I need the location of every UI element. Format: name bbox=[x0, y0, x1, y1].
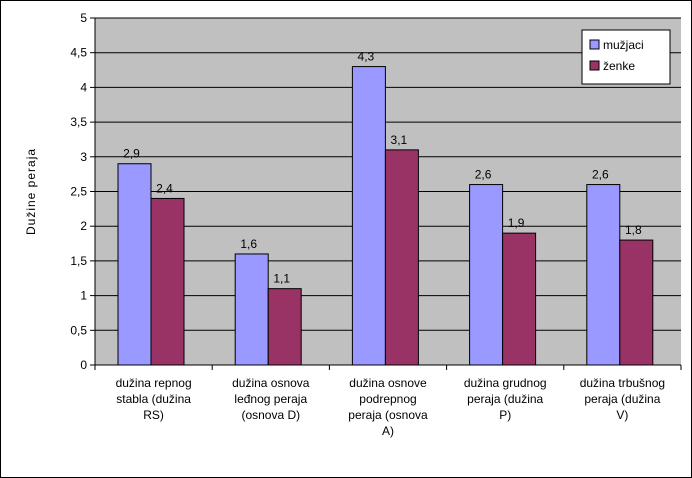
x-category-label: dužina osnove podrepnog peraja (osnova A) bbox=[348, 376, 428, 438]
x-category-label-line: dužina trbušnog bbox=[580, 376, 665, 390]
x-category-label: dužina trbušnog peraja (dužina V) bbox=[580, 376, 665, 422]
x-category-label-line: peraja (osnova bbox=[348, 408, 428, 422]
bar-male bbox=[469, 184, 504, 366]
y-tick-label: 2 bbox=[80, 219, 87, 233]
y-tick-label: 1 bbox=[80, 289, 87, 303]
x-category-label-line: A) bbox=[382, 424, 394, 438]
bar-female bbox=[502, 232, 537, 366]
bar-male bbox=[234, 253, 269, 366]
data-label: 3,1 bbox=[391, 133, 408, 147]
data-label: 1,8 bbox=[625, 223, 642, 237]
x-category-label-line: P) bbox=[499, 408, 511, 422]
x-category-label-line: dužina osnova bbox=[232, 376, 310, 390]
y-tick-label: 3,5 bbox=[70, 115, 87, 129]
bar-female bbox=[619, 239, 654, 366]
y-tick-label: 2,5 bbox=[70, 185, 87, 199]
legend-label: ženke bbox=[603, 59, 635, 73]
bar-female bbox=[150, 197, 185, 366]
y-tick-label: 0,5 bbox=[70, 323, 87, 337]
x-category-label-line: peraja (dužina bbox=[584, 392, 660, 406]
x-category-label: dužina repnog stabla (dužina RS) bbox=[116, 376, 192, 422]
x-category-label-line: peraja (dužina bbox=[467, 392, 543, 406]
bar-female bbox=[267, 288, 302, 366]
x-category-label-line: stabla (dužina bbox=[116, 392, 191, 406]
legend: mužjaci ženke bbox=[581, 29, 671, 85]
data-label: 2,6 bbox=[592, 168, 609, 182]
legend-label: mužjaci bbox=[603, 38, 644, 52]
legend-swatch bbox=[589, 60, 600, 71]
bar-male bbox=[351, 66, 386, 366]
bar-male bbox=[117, 163, 152, 366]
x-category-label-line: dužina grudnog bbox=[464, 376, 547, 390]
x-category-label: dužina grudnog peraja (dužina P) bbox=[464, 376, 547, 422]
y-tick-label: 4,5 bbox=[70, 46, 87, 60]
y-tick-label: 5 bbox=[80, 11, 87, 25]
bar-male bbox=[586, 184, 621, 366]
data-label: 2,9 bbox=[123, 147, 140, 161]
bar-female bbox=[384, 149, 419, 366]
data-label: 2,6 bbox=[475, 168, 492, 182]
x-category-label-line: V) bbox=[616, 408, 628, 422]
x-category-label-line: dužina repnog bbox=[116, 376, 192, 390]
legend-box bbox=[581, 29, 671, 85]
legend-swatch bbox=[589, 39, 600, 50]
x-category-label-line: (osnova D) bbox=[241, 408, 300, 422]
data-label: 1,1 bbox=[273, 272, 290, 286]
y-tick-label: 0 bbox=[80, 358, 87, 372]
data-label: 2,4 bbox=[156, 181, 173, 195]
axes: 0 0,5 1 1,5 2 2,5 3 3,5 4 4,5 5 dužina repnog stabla… bbox=[70, 11, 682, 438]
y-tick-label: 4 bbox=[80, 80, 87, 94]
x-category-label-line: leđnog peraja bbox=[234, 392, 307, 406]
y-tick-label: 1,5 bbox=[70, 254, 87, 268]
x-category-label-line: dužina osnove bbox=[349, 376, 427, 390]
data-label: 1,9 bbox=[508, 216, 525, 230]
x-category-label: dužina osnova leđnog peraja (osnova D) bbox=[232, 376, 310, 422]
x-category-label-line: podrepnog bbox=[359, 392, 416, 406]
data-labels: 2,9 2,4 1,6 1,1 4,3 3,1 2,6 1,9 2,6 1,8 bbox=[123, 50, 642, 286]
y-axis-title: Dužine peraja bbox=[24, 148, 38, 235]
x-category-label-line: RS) bbox=[143, 408, 164, 422]
data-label: 1,6 bbox=[240, 237, 257, 251]
data-label: 4,3 bbox=[358, 50, 375, 64]
y-tick-label: 3 bbox=[80, 150, 87, 164]
